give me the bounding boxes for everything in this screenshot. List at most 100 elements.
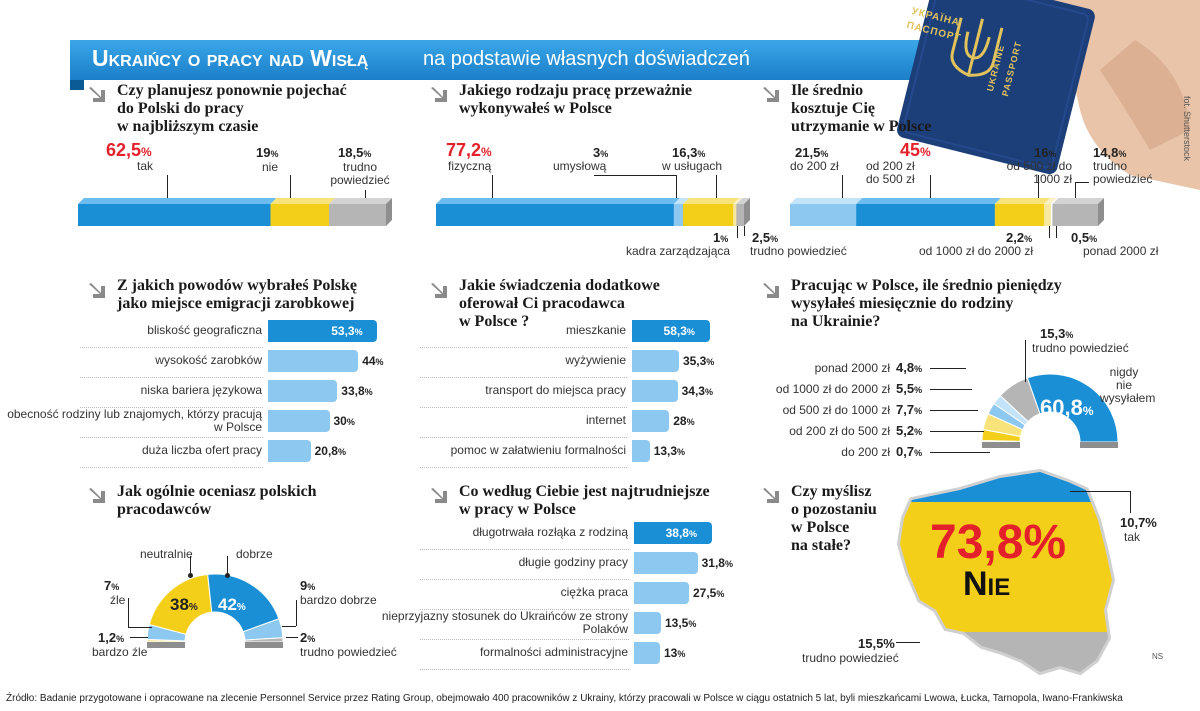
poland-map xyxy=(896,468,1116,676)
bar xyxy=(268,410,330,432)
donut-base xyxy=(147,642,283,648)
bar xyxy=(632,440,650,462)
q7-label-bardzo-dobrze: bardzo dobrze xyxy=(300,593,377,607)
q7-value-trudno: 2% xyxy=(300,630,316,645)
q2-leader-2h xyxy=(594,175,676,176)
bar-segment-top xyxy=(994,198,1051,204)
bar-value: 13% xyxy=(664,646,686,660)
bar xyxy=(632,410,670,432)
q6-row-label: do 200 zł xyxy=(841,445,890,459)
row-label: mieszkanie xyxy=(565,323,626,337)
q7-value-dobrze: 42% xyxy=(218,595,246,614)
row-label: niska bariera językowa xyxy=(140,383,262,397)
q3-leader-4v xyxy=(1075,182,1076,200)
q6-value-trudno: 15,3% xyxy=(1040,326,1074,341)
page-subtitle: na podstawie własnych doświadczeń xyxy=(423,48,750,70)
source-note: Źródło: Badanie przygotowane i opracowan… xyxy=(6,693,1123,704)
q6-value-nigdy: 60,8% xyxy=(1040,395,1094,420)
bar-side xyxy=(1098,198,1104,226)
q2-value-uslugi: 16,3% xyxy=(672,145,706,160)
row-divider xyxy=(420,407,627,408)
q2-leader-2v xyxy=(676,175,677,200)
q3-leader-1 xyxy=(842,175,843,200)
q4-question: Z jakich powodów wybrałeś Polskę jako mie… xyxy=(117,277,358,312)
q3-value-do200: 21,5% xyxy=(795,145,829,160)
q6-row-value: 0,7% xyxy=(896,444,923,459)
bar-value: 20,8% xyxy=(314,444,346,458)
q3-leader-2 xyxy=(930,175,931,200)
q6-row-value: 4,8% xyxy=(896,360,923,375)
row-label: długotrwała rozłąka z rodziną xyxy=(472,525,628,539)
bar xyxy=(268,440,311,462)
q6-leader xyxy=(930,452,990,453)
bar-segment-2 xyxy=(994,204,1045,226)
row-divider xyxy=(420,377,627,378)
q6-row-label: ponad 2000 zł xyxy=(814,361,890,375)
q6-row-value: 7,7% xyxy=(896,402,923,417)
row-divider xyxy=(80,467,263,468)
q7-label-bardzo-zle: bardzo źle xyxy=(92,645,148,659)
bar-value: 13,5% xyxy=(665,616,697,630)
q2-leader-4 xyxy=(737,226,738,238)
q2-question: Jakiego rodzaju pracę przeważnie wykonywa… xyxy=(459,82,692,117)
q2-value-trudno: 2,5% xyxy=(752,230,779,245)
bar-segment-3 xyxy=(733,204,737,226)
bar-segment-top xyxy=(78,198,277,204)
row-label: wysokość zarobków xyxy=(155,353,262,367)
q7-leader-zle xyxy=(128,598,129,628)
q1-value-nie: 19% xyxy=(256,145,279,160)
arrow-icon xyxy=(88,82,110,104)
q3-stacked-bar xyxy=(790,198,1104,226)
bar-value: 38,8% xyxy=(665,526,697,540)
bar-segment-1 xyxy=(270,204,330,226)
q6-row-label: od 500 zł do 1000 zł xyxy=(782,403,890,417)
q9-segment-trudno xyxy=(900,632,1112,672)
q7-leader-bz xyxy=(130,637,148,638)
bar-value: 33,8% xyxy=(341,384,373,398)
row-label: internet xyxy=(585,413,626,427)
bar-segment-4 xyxy=(736,204,745,226)
bar-segment-1 xyxy=(856,204,996,226)
q6-leader-trudno xyxy=(1025,340,1026,382)
bar-segment-2 xyxy=(329,204,387,226)
row-label: duża liczba ofert pracy xyxy=(141,443,262,457)
bar xyxy=(634,552,698,574)
q6-semi-donut xyxy=(981,373,1119,448)
bar-value: 53,3% xyxy=(331,324,363,338)
q9-value-nie: 73,8% xyxy=(930,516,1067,569)
bar-segment-5 xyxy=(1052,204,1099,226)
row-divider xyxy=(80,347,263,348)
q9-value-trudno: 15,5% xyxy=(858,636,895,651)
bar xyxy=(634,612,661,634)
row-label: ciężka praca xyxy=(560,585,628,599)
q3-label-1000-2000: od 1000 zł do 2000 zł xyxy=(919,244,1034,258)
bar-segment-top xyxy=(1050,198,1059,204)
bar-segment-top xyxy=(270,198,336,204)
q3-value-200-500: 45% xyxy=(900,140,931,160)
q9-leader-tak-h xyxy=(1070,491,1130,492)
row-divider xyxy=(420,467,627,468)
q7-value-zle: 7% xyxy=(104,578,120,593)
row-label: długie godziny pracy xyxy=(518,555,628,569)
q7-label-trudno: trudno powiedzieć xyxy=(300,645,397,659)
q7-leader-zle-h xyxy=(128,627,152,628)
q9-question: Czy myślisz o pozostaniu w Polsce na stałe? xyxy=(791,483,877,554)
q7-marker-neutralnie xyxy=(188,573,193,578)
bar xyxy=(634,522,712,544)
bar-value: 44% xyxy=(362,354,384,368)
q2-label-trudno: trudno powiedzieć xyxy=(750,244,847,258)
q7-semi-donut xyxy=(146,573,284,648)
q7-leader-bd xyxy=(296,600,297,626)
bar-segment-0 xyxy=(790,204,857,226)
photo-credit: fot. Shutterstock xyxy=(1182,96,1192,162)
q7-label-zle: źle xyxy=(110,593,126,607)
bar-segment-top xyxy=(1052,198,1104,204)
q3-leader-5 xyxy=(1049,226,1050,238)
q5-question: Jakie świadczenia dodatkowe oferował Ci p… xyxy=(459,277,660,330)
row-divider xyxy=(420,639,629,640)
q2-value-umyslowa: 3% xyxy=(593,145,609,160)
q7-question: Jak ogólnie oceniasz polskich pracodawców xyxy=(117,483,317,518)
q3-leader-3 xyxy=(1038,175,1039,200)
arrow-icon xyxy=(430,82,452,104)
bar-value: 13,3% xyxy=(653,444,686,458)
